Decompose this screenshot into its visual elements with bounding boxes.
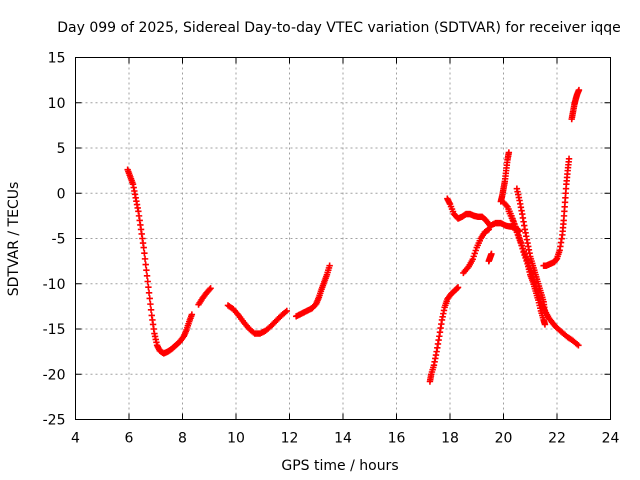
y-tick-label: 10 [48,96,66,112]
y-tick-label: -15 [43,322,66,338]
data-point-arc1 [145,289,153,296]
x-tick-label: 12 [281,431,299,447]
data-point-arc1 [146,295,153,302]
data-point-arc14 [575,86,583,94]
data-point-arc1 [140,244,147,251]
x-tick-label: 6 [125,431,134,447]
x-tick-label: 24 [602,431,620,447]
data-point-arc3 [283,307,291,315]
x-tick-label: 8 [178,431,187,447]
y-axis-title: SDTVAR / TECUs [6,182,22,297]
data-point-arc10 [541,321,549,328]
data-point-arc1 [144,278,151,285]
plot-frame [75,57,611,420]
data-point-arc1 [143,266,150,274]
data-point-arc11 [523,256,531,263]
data-point-arc11 [512,226,520,233]
grid-layer [75,57,611,420]
data-point-arc5 [454,284,462,291]
y-tick-label: -10 [43,277,66,293]
data-point-arc7 [471,250,478,257]
data-point-arc1 [145,283,152,291]
data-points-layer [124,86,583,385]
x-tick-label: 14 [334,431,352,447]
data-point-arc7 [470,253,477,260]
x-tick-label: 22 [548,431,566,447]
y-tick-label: 0 [57,186,66,202]
data-point-arc1 [143,272,151,280]
data-point-arc11 [510,220,518,227]
data-point-arc7 [469,256,476,263]
x-tick-label: 16 [388,431,406,447]
y-tick-label: -20 [43,367,66,383]
data-point-arc12 [541,309,549,316]
data-point-arc4 [326,262,333,269]
data-point-arc11 [575,342,582,349]
y-tick-label: 15 [48,51,66,67]
data-point-arc1 [188,311,196,318]
data-point-arc1 [147,306,155,313]
data-point-arc11 [511,223,519,230]
data-point-arc7 [472,247,479,254]
data-point-arc2 [207,285,214,292]
x-tick-label: 4 [71,431,80,447]
data-point-arc7 [485,226,492,233]
data-point-arc1 [141,250,148,257]
x-tick-label: 18 [441,431,459,447]
data-point-arc10 [503,202,510,209]
data-point-arc13 [565,155,573,163]
data-point-arc2 [206,286,213,293]
data-point-arc1 [142,261,149,268]
y-tick-label: -5 [52,232,66,248]
x-tick-label: 20 [495,431,513,447]
x-axis-title: GPS time / hours [281,458,398,474]
chart-title: Day 099 of 2025, Sidereal Day-to-day VTE… [57,20,621,36]
y-tick-label: -25 [43,413,66,429]
data-point-arc1 [147,300,154,308]
ticks-layer: 4 6 8 10 12 14 16 18 20 22 24 -25 -20 -15 -10 -5 0 5 10 15 [43,51,620,447]
y-tick-label: 5 [57,141,66,157]
data-point-arc11 [509,217,517,224]
data-point-arc9 [505,149,513,156]
data-point-arc8 [488,250,495,258]
x-tick-label: 10 [227,431,245,447]
data-point-arc1 [141,255,149,263]
